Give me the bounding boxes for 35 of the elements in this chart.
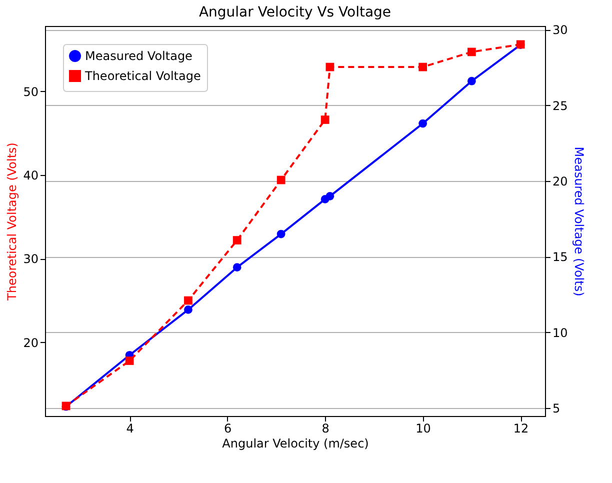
x-tick-label: 8: [322, 422, 330, 436]
point: [468, 76, 476, 86]
point: [326, 192, 334, 200]
y-axis-title: Theoretical Voltage (Volts): [5, 142, 20, 302]
x-tick-label: 6: [224, 422, 232, 436]
point: [276, 176, 286, 184]
y2-tick-label: 5: [552, 402, 560, 416]
y-tick-label: 30: [23, 252, 38, 266]
x-tick-label: 10: [416, 422, 431, 436]
y-tick-label: 40: [23, 168, 38, 182]
y2-tick-label: 20: [552, 174, 568, 189]
point: [326, 62, 334, 72]
point: [418, 119, 427, 128]
chart-title: Angular Velocity Vs Voltage: [198, 4, 392, 21]
y-tick-label: 50: [23, 84, 38, 99]
point: [468, 48, 476, 56]
x-tick-label: 12: [513, 422, 529, 436]
legend-label: Measured Voltage: [85, 49, 192, 63]
y-tick-label: 20: [23, 336, 38, 350]
point: [232, 236, 242, 244]
y2-tick-label: 25: [552, 98, 568, 113]
point: [184, 306, 192, 314]
x-axis-title: Angular Velocity (m/sec): [222, 436, 369, 450]
point: [320, 116, 330, 124]
point: [125, 356, 134, 365]
point: [232, 263, 242, 272]
y2-tick-label: 10: [552, 326, 568, 340]
point: [418, 62, 427, 72]
legend-label: Theoretical Voltage: [84, 69, 201, 83]
y2-tick-label: 30: [552, 23, 568, 38]
x-tick-label: 4: [126, 422, 134, 436]
y2-axis-title: Measured Voltage (Volts): [572, 146, 586, 296]
point: [184, 296, 192, 305]
point: [276, 230, 286, 238]
y2-tick-label: 15: [552, 250, 568, 264]
